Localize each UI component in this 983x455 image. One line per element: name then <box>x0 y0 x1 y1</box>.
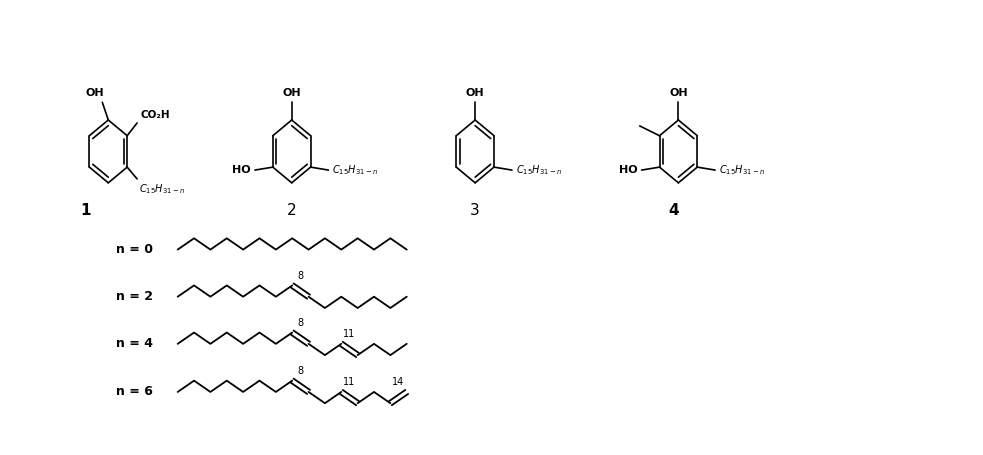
Text: 11: 11 <box>343 377 356 387</box>
Text: OH: OH <box>86 88 104 98</box>
Text: 8: 8 <box>297 271 304 281</box>
Text: 4: 4 <box>668 203 678 218</box>
Text: $C_{15}H_{31-n}$: $C_{15}H_{31-n}$ <box>332 163 378 177</box>
Text: HO: HO <box>619 165 638 175</box>
Text: OH: OH <box>466 88 485 98</box>
Text: 8: 8 <box>297 366 304 376</box>
Text: 11: 11 <box>343 329 356 339</box>
Text: 3: 3 <box>470 203 480 218</box>
Text: n = 4: n = 4 <box>116 337 153 350</box>
Text: CO₂H: CO₂H <box>140 110 170 120</box>
Text: $C_{15}H_{31-n}$: $C_{15}H_{31-n}$ <box>720 163 765 177</box>
Text: $C_{15}H_{31-n}$: $C_{15}H_{31-n}$ <box>139 182 185 196</box>
Text: OH: OH <box>282 88 301 98</box>
Text: 14: 14 <box>392 377 405 387</box>
Text: 1: 1 <box>81 203 90 218</box>
Text: OH: OH <box>669 88 688 98</box>
Text: n = 0: n = 0 <box>116 243 153 256</box>
Text: 2: 2 <box>287 203 297 218</box>
Text: $C_{15}H_{31-n}$: $C_{15}H_{31-n}$ <box>516 163 562 177</box>
Text: n = 2: n = 2 <box>116 290 153 303</box>
Text: HO: HO <box>232 165 251 175</box>
Text: n = 6: n = 6 <box>116 385 153 399</box>
Text: 8: 8 <box>297 318 304 328</box>
